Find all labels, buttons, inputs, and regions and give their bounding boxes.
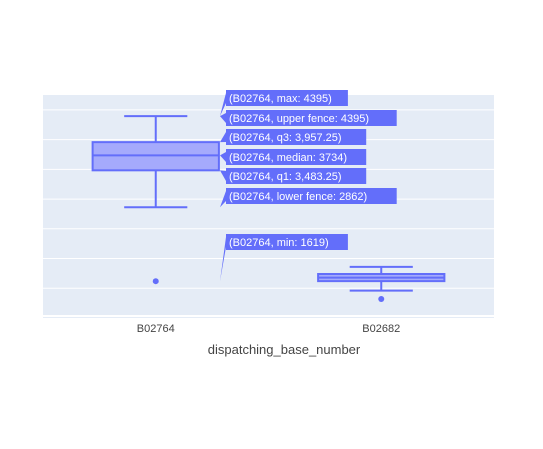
hover-text: (B02764, q1: 3,483.25) — [229, 171, 342, 183]
hover-box — [226, 188, 397, 204]
hover-text: (B02764, lower fence: 2862) — [229, 191, 367, 203]
hover-text: (B02764, min: 1619) — [229, 237, 329, 249]
hover-text: (B02764, max: 4395) — [229, 93, 332, 105]
hover-pointer — [220, 170, 226, 181]
hover-label: (B02764, q3: 3,957.25) — [220, 129, 367, 145]
box-trace-B02682 — [317, 265, 446, 302]
x-axis-ticks: B02764 B02682 — [137, 323, 400, 335]
x-axis-title: dispatching_base_number — [208, 342, 361, 357]
box-trace-B02764 — [91, 115, 220, 285]
hover-pointer — [220, 132, 226, 143]
hover-label: (B02764, q1: 3,483.25) — [220, 168, 367, 184]
hover-text: (B02764, q3: 3,957.25) — [229, 132, 342, 144]
hover-text: (B02764, median: 3734) — [229, 152, 347, 164]
hover-label: (B02764, min: 1619) — [220, 234, 348, 282]
hover-box — [226, 168, 367, 184]
x-tick-label: B02764 — [137, 323, 175, 335]
hover-box — [226, 90, 348, 106]
boxes — [91, 115, 446, 302]
hover-labels: (B02764, max: 4395) (B02764, upper fence:… — [220, 90, 397, 282]
plot-background — [43, 95, 494, 318]
outlier-point — [152, 278, 159, 285]
hover-box — [226, 149, 367, 165]
hover-box — [226, 110, 397, 126]
hover-text: (B02764, upper fence: 4395) — [229, 113, 369, 125]
hover-label: (B02764, upper fence: 4395) — [220, 110, 397, 126]
hover-pointer — [220, 152, 226, 162]
hover-label: (B02764, median: 3734) — [220, 149, 367, 165]
hover-box — [226, 129, 367, 145]
hover-pointer — [220, 93, 226, 117]
hover-box — [226, 234, 348, 250]
hover-label: (B02764, lower fence: 2862) — [220, 188, 397, 208]
hover-label: (B02764, max: 4395) — [220, 90, 348, 117]
outlier-point — [378, 295, 385, 302]
hover-pointer — [220, 113, 226, 123]
x-tick-label: B02682 — [362, 323, 400, 335]
hover-pointer — [220, 191, 226, 208]
hover-pointer — [220, 237, 226, 282]
